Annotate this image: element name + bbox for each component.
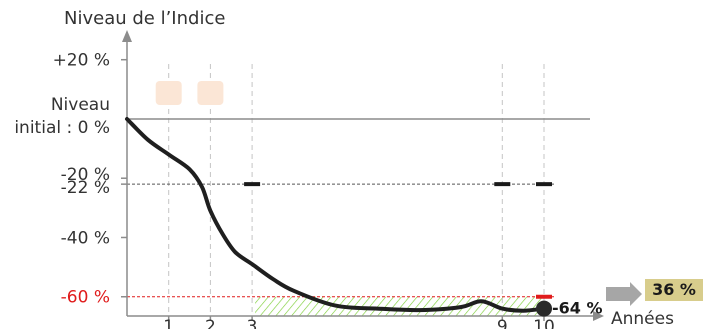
y-tick-label: -40 % [61, 228, 110, 248]
x-tick-label: 3 [247, 317, 258, 329]
final-level-label: -64 % [552, 299, 603, 318]
y-tick-label: -60 % [61, 288, 110, 308]
pale-box [197, 81, 224, 105]
final-level-marker [536, 300, 552, 317]
index-curve [125, 117, 546, 313]
result-arrow [606, 282, 642, 306]
x-tick-label: 2 [205, 317, 216, 329]
x-axis-arrowhead [593, 311, 604, 321]
y-tick-label: +20 % [53, 51, 110, 71]
y-axis-title: Niveau de l’Indice [64, 8, 225, 29]
pale-box [155, 81, 182, 105]
x-tick-label: 10 [533, 317, 555, 329]
x-tick-label: 9 [497, 317, 508, 329]
y-tick-label: -22 % [61, 178, 110, 198]
y-tick-label: -20 % [61, 165, 110, 185]
result-box [645, 279, 703, 301]
y-axis-arrowhead [122, 30, 132, 42]
x-axis-title: Années [611, 309, 674, 329]
initial-level-label: initial : 0 % [14, 118, 110, 138]
x-tick-label: 1 [163, 317, 174, 329]
result-label: 36 % [652, 280, 696, 299]
initial-level-label: Niveau [51, 95, 110, 115]
